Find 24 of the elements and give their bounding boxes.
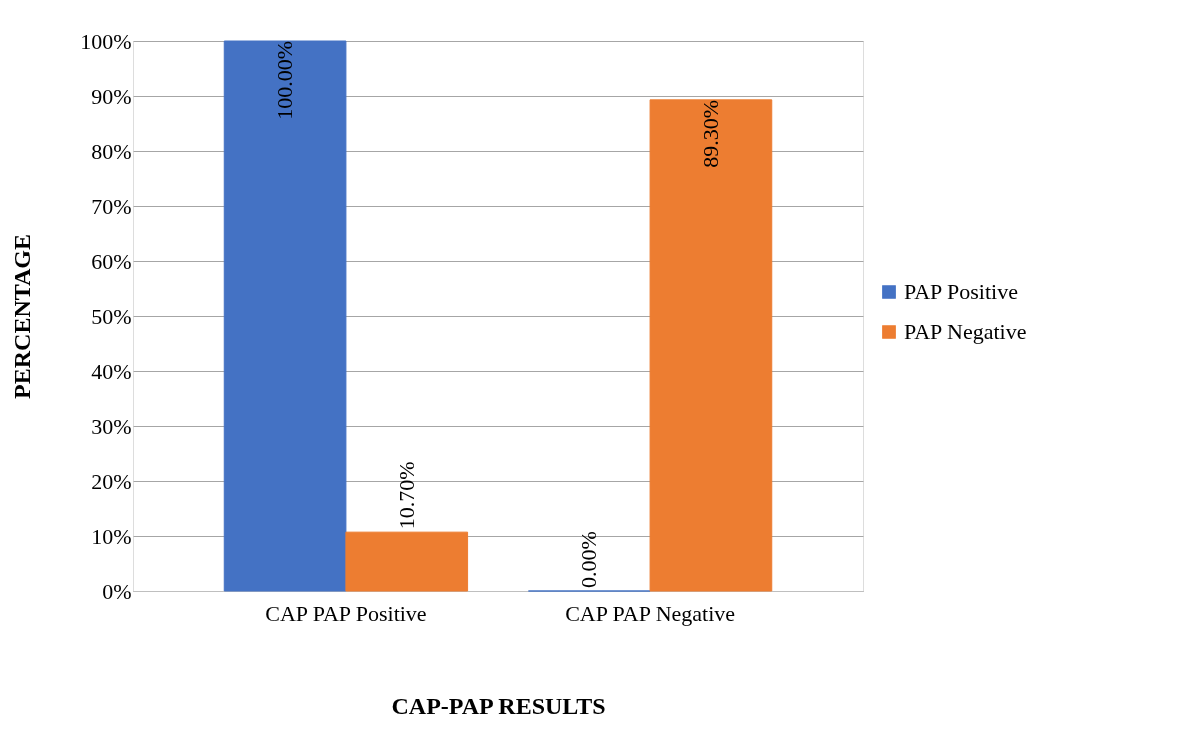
y-tick-label: 10% [91, 523, 132, 549]
x-tick-label: CAP PAP Positive [265, 600, 427, 626]
y-tick-label: 40% [91, 358, 132, 384]
bar [649, 99, 773, 592]
y-axis-title: PERCENTAGE [9, 234, 36, 399]
y-tick-label: 50% [91, 303, 132, 329]
y-tick-label: 0% [102, 578, 132, 604]
bar [345, 531, 469, 592]
legend-label: PAP Positive [904, 279, 1018, 304]
data-label: 0.00% [576, 531, 602, 588]
y-tick-label: 90% [91, 83, 132, 109]
data-label: 10.70% [393, 461, 419, 530]
data-label: 100.00% [272, 41, 298, 120]
y-tick-label: 70% [91, 193, 132, 219]
x-axis-title: CAP-PAP RESULTS [391, 692, 606, 719]
y-tick-label: 30% [91, 413, 132, 439]
legend-label: PAP Negative [904, 319, 1027, 344]
y-tick-label: 20% [91, 468, 132, 494]
y-tick-label: 100% [80, 28, 132, 54]
bar [223, 40, 347, 592]
x-tick-label: CAP PAP Negative [565, 600, 736, 626]
y-tick-label: 60% [91, 248, 132, 274]
data-label: 89.30% [697, 99, 723, 168]
y-tick-label: 80% [91, 138, 132, 164]
